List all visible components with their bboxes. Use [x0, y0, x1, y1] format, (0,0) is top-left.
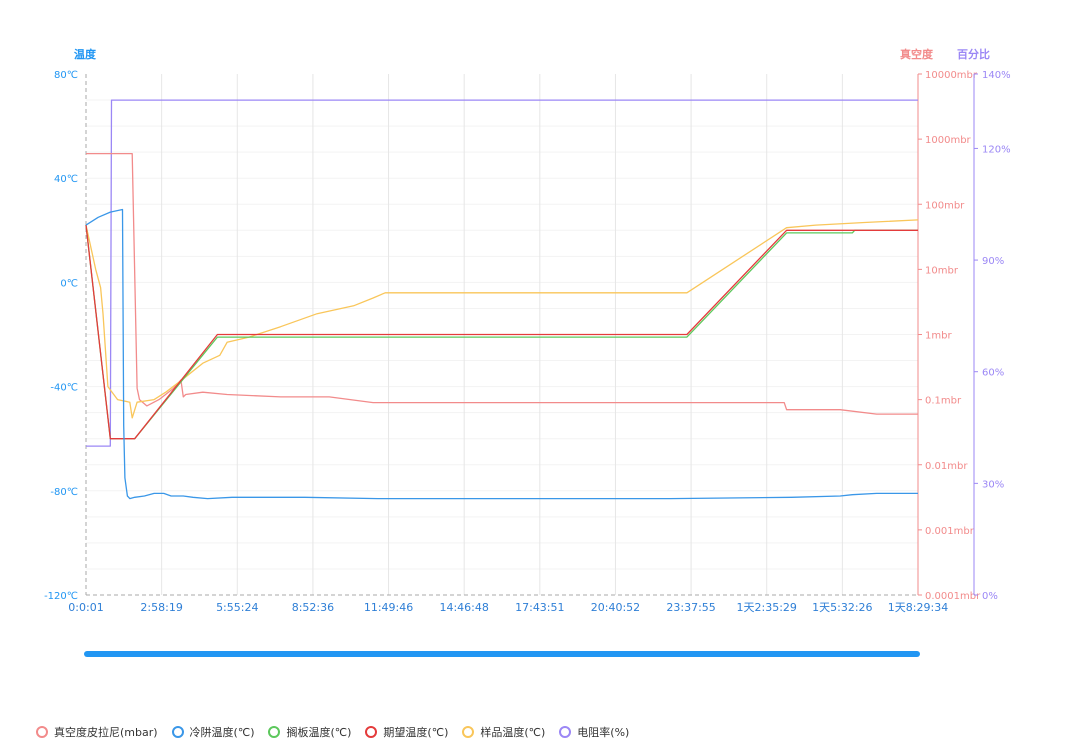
series-line-0: [86, 152, 918, 415]
x-tick-label: 0:0:01: [68, 601, 103, 614]
x-tick-label: 5:55:24: [216, 601, 258, 614]
legend-target-label: 期望温度(℃): [383, 726, 449, 739]
series-line-5: [86, 99, 918, 447]
left-tick-label: 0℃: [60, 278, 78, 289]
legend: 真空度皮拉尼(mbar) 冷阱温度(℃) 搁板温度(℃) 期望温度(℃) 样品温…: [36, 724, 629, 740]
legend-item-target[interactable]: 期望温度(℃): [365, 724, 448, 740]
series-line-2: [85, 225, 918, 440]
left-tick-label: -80℃: [50, 487, 78, 498]
legend-item-shelf[interactable]: 搁板温度(℃): [268, 724, 351, 740]
vacuum-tick-label: 10mbr: [925, 265, 959, 276]
x-tick-label: 14:46:48: [439, 601, 488, 614]
percent-axis-title: 百分比: [957, 47, 990, 61]
percent-tick-label: 0%: [982, 591, 998, 602]
left-tick-label: 40℃: [54, 174, 78, 185]
legend-resistivity-label: 电阻率(%): [577, 726, 630, 739]
percent-tick-label: 60%: [982, 368, 1004, 379]
legend-vacuum-label: 真空度皮拉尼(mbar): [54, 726, 158, 739]
x-tick-label: 23:37:55: [666, 601, 715, 614]
legend-shelf-label: 搁板温度(℃): [286, 726, 352, 739]
series-line-3: [85, 225, 918, 440]
legend-resistivity-icon: [559, 726, 572, 738]
legend-item-vacuum[interactable]: 真空度皮拉尼(mbar): [36, 724, 158, 740]
legend-sample-icon: [462, 726, 475, 738]
zoom-slider-bar[interactable]: [84, 651, 920, 657]
percent-tick-label: 90%: [982, 256, 1004, 267]
percent-tick-label: 30%: [982, 479, 1004, 490]
series-line-4: [85, 219, 919, 419]
x-tick-label: 17:43:51: [515, 601, 564, 614]
legend-item-cold-trap[interactable]: 冷阱温度(℃): [171, 724, 255, 740]
vacuum-tick-label: 10000mbr: [925, 70, 978, 81]
vacuum-tick-label: 0.01mbr: [925, 461, 968, 472]
vacuum-tick-label: 0.1mbr: [925, 396, 962, 407]
vacuum-tick-label: 1mbr: [925, 331, 952, 342]
vacuum-axis-title: 真空度: [900, 47, 934, 61]
legend-vacuum-icon: [36, 726, 48, 738]
x-tick-label: 11:49:46: [364, 601, 413, 614]
vacuum-tick-label: 0.0001mbr: [925, 591, 981, 602]
vacuum-tick-label: 1000mbr: [925, 135, 972, 146]
series-line-1: [85, 208, 918, 500]
percent-tick-label: 140%: [982, 70, 1011, 81]
percent-tick-label: 120%: [982, 144, 1011, 155]
x-tick-label: 2:58:19: [140, 601, 182, 614]
x-tick-label: 1天8:29:34: [888, 601, 948, 614]
legend-shelf-icon: [268, 726, 281, 738]
legend-item-sample[interactable]: 样品温度(℃): [462, 724, 545, 740]
vacuum-tick-label: 0.001mbr: [925, 526, 975, 537]
legend-cold-trap-icon: [171, 726, 184, 738]
vacuum-tick-label: 100mbr: [925, 200, 965, 211]
x-tick-label: 8:52:36: [292, 601, 334, 614]
legend-item-resistivity[interactable]: 电阻率(%): [559, 724, 629, 740]
left-tick-label: -40℃: [50, 383, 78, 394]
x-tick-label: 1天2:35:29: [737, 601, 797, 614]
x-tick-label: 20:40:52: [591, 601, 640, 614]
legend-cold-trap-label: 冷阱温度(℃): [189, 726, 255, 739]
left-tick-label: 80℃: [54, 70, 78, 81]
left-axis-title: 温度: [74, 47, 97, 61]
left-tick-label: -120℃: [44, 591, 78, 602]
x-tick-label: 1天5:32:26: [812, 601, 872, 614]
legend-target-icon: [365, 726, 378, 738]
legend-sample-label: 样品温度(℃): [480, 726, 546, 739]
